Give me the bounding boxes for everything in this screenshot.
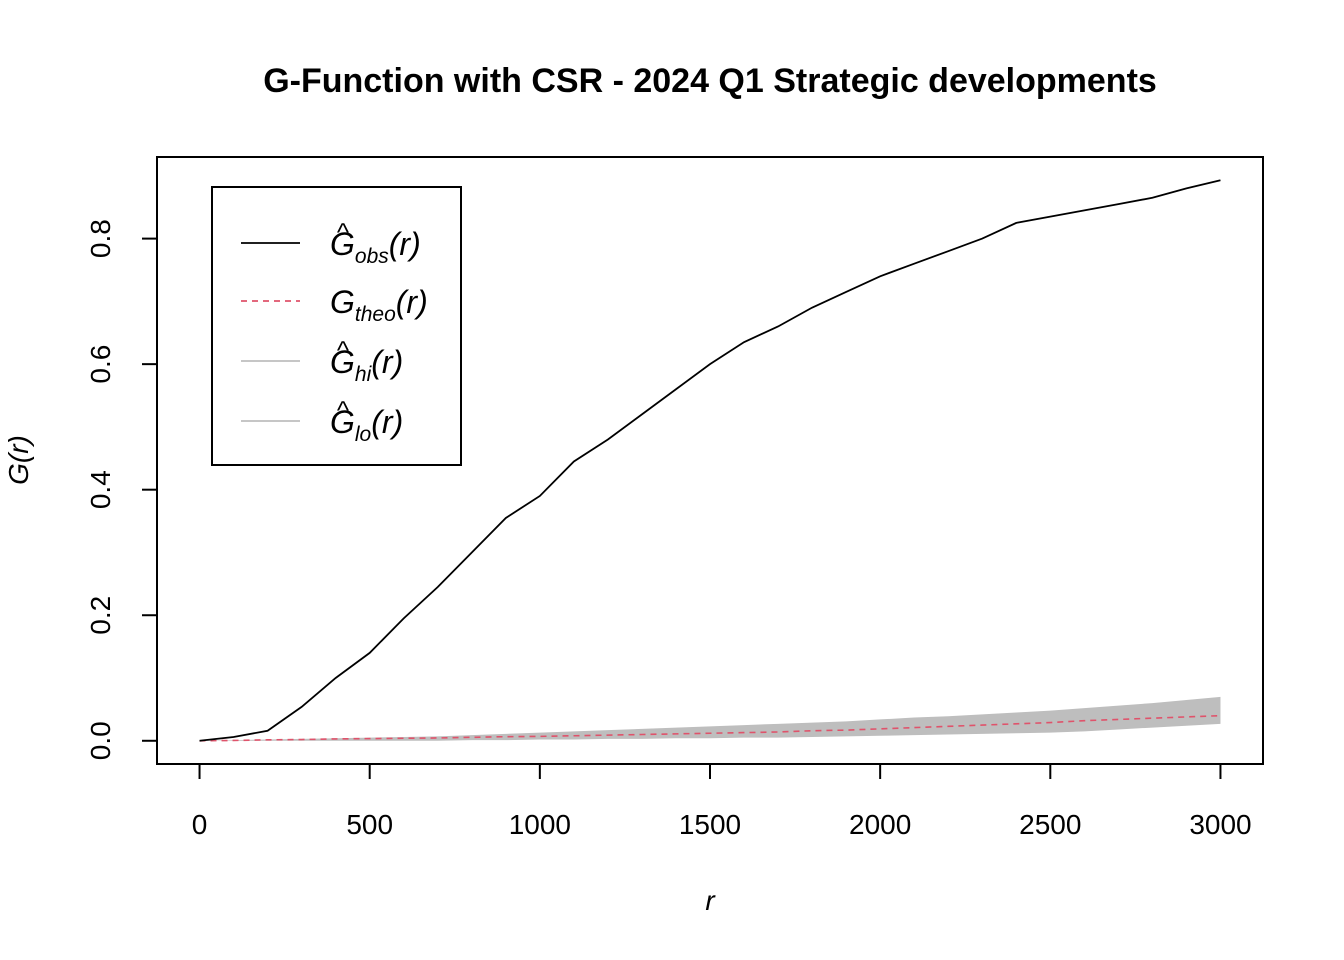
x-tick-label: 3000	[1189, 809, 1251, 840]
legend-hat: ^	[337, 335, 350, 365]
legend: Gobs(r)^Gtheo(r)Ghi(r)^Glo(r)^	[211, 186, 462, 466]
x-tick-label: 0	[192, 809, 208, 840]
legend-entry: Gobs(r)	[330, 226, 421, 268]
x-tick-label: 1500	[679, 809, 741, 840]
y-tick-label: 0.2	[85, 596, 116, 635]
x-tick-label: 1000	[509, 809, 571, 840]
x-axis-label: r	[705, 885, 716, 916]
legend-hat: ^	[337, 217, 350, 247]
envelope-band	[199, 696, 1221, 741]
y-tick-label: 0.6	[85, 345, 116, 384]
x-tick-label: 2000	[849, 809, 911, 840]
y-axis: 0.0 0.2 0.4 0.6 0.8	[85, 219, 158, 760]
legend-box	[211, 186, 462, 466]
x-tick-label: 500	[346, 809, 393, 840]
legend-entry: Ghi(r)	[330, 344, 403, 386]
obs-line	[199, 179, 1221, 742]
legend-entry: Glo(r)	[330, 404, 403, 446]
y-axis-label: G(r)	[3, 435, 34, 485]
x-tick-label: 2500	[1019, 809, 1081, 840]
y-tick-label: 0.8	[85, 219, 116, 258]
series-layer	[199, 179, 1221, 742]
legend-hat: ^	[337, 395, 350, 425]
y-tick-label: 0.0	[85, 721, 116, 760]
x-axis: 0 500 1000 1500 2000 2500 3000	[192, 763, 1252, 840]
y-tick-label: 0.4	[85, 470, 116, 509]
envelope-band-layer	[199, 696, 1221, 741]
theo-line	[199, 714, 1221, 742]
chart-title: G-Function with CSR - 2024 Q1 Strategic …	[263, 62, 1157, 100]
legend-entry: Gtheo(r)	[330, 284, 428, 326]
